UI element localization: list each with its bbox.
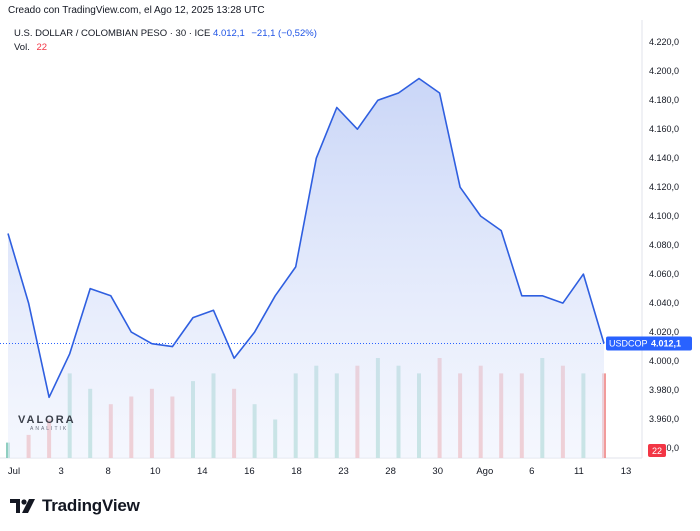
x-tick-label: 28 bbox=[385, 466, 396, 477]
valora-watermark: VALORA ANALITIK bbox=[18, 414, 76, 432]
last-price-symbol: USDCOP bbox=[609, 339, 648, 349]
last-value: 4.012,1 bbox=[213, 28, 245, 39]
volume-legend[interactable]: Vol. 22 bbox=[14, 42, 47, 53]
y-tick-label: 4.140,0 bbox=[649, 153, 679, 163]
tradingview-logo-icon bbox=[10, 499, 35, 513]
volume-value: 22 bbox=[36, 42, 48, 53]
y-tick-label: 3.960,0 bbox=[649, 414, 679, 424]
watermark-text: VALORA bbox=[18, 414, 76, 426]
x-tick-label: Jul bbox=[8, 466, 20, 477]
price-line bbox=[7, 77, 605, 399]
y-tick-label: 4.040,0 bbox=[649, 298, 679, 308]
y-tick-label: 4.160,0 bbox=[649, 124, 679, 134]
x-tick-label: 6 bbox=[529, 466, 534, 477]
x-tick-label: 16 bbox=[244, 466, 255, 477]
x-tick-label: 14 bbox=[197, 466, 208, 477]
volume-tag-value: 22 bbox=[652, 446, 662, 456]
symbol-title: U.S. DOLLAR / COLOMBIAN PESO · 30 · ICE bbox=[14, 28, 211, 39]
x-tick-label: 18 bbox=[291, 466, 302, 477]
x-tick-label: 10 bbox=[150, 466, 161, 477]
x-tick-label: 13 bbox=[621, 466, 632, 477]
x-tick-label: 8 bbox=[106, 466, 111, 477]
tradingview-brand[interactable]: TradingView bbox=[10, 496, 140, 516]
volume-label: Vol. bbox=[14, 42, 30, 53]
y-tick-label: 4.120,0 bbox=[649, 182, 679, 192]
x-tick-label: Ago bbox=[476, 466, 493, 477]
y-tick-label: 3.980,0 bbox=[649, 385, 679, 395]
x-tick-label: 30 bbox=[432, 466, 443, 477]
price-area bbox=[8, 78, 604, 458]
brand-text: TradingView bbox=[42, 496, 140, 515]
price-change: −21,1 (−0,52%) bbox=[251, 28, 317, 39]
y-tick-label: 4.000,0 bbox=[649, 356, 679, 366]
last-price-tag: USDCOP 4.012,1 bbox=[606, 336, 692, 351]
y-tick-label: 4.080,0 bbox=[649, 240, 679, 250]
y-tick-label: 4.100,0 bbox=[649, 211, 679, 221]
x-tick-label: 11 bbox=[574, 466, 584, 477]
created-caption: Creado con TradingView.com, el Ago 12, 2… bbox=[8, 5, 265, 16]
y-tick-label: 4.220,0 bbox=[649, 37, 679, 47]
y-tick-label: 4.020,0 bbox=[649, 327, 679, 337]
watermark-subtext: ANALITIK bbox=[30, 426, 69, 432]
price-axis-ticks: 4.220,0 4.200,0 4.180,0 4.160,0 4.140,0 4.120… bbox=[649, 37, 679, 453]
y-tick-label: 4.060,0 bbox=[649, 269, 679, 279]
x-tick-label: 3 bbox=[58, 466, 63, 477]
y-tick-label: 4.200,0 bbox=[649, 66, 679, 76]
volume-tag: 22 bbox=[648, 444, 666, 457]
last-price-value: 4.012,1 bbox=[651, 339, 681, 349]
y-tick-label: 4.180,0 bbox=[649, 95, 679, 105]
symbol-legend[interactable]: U.S. DOLLAR / COLOMBIAN PESO · 30 · ICE … bbox=[14, 28, 317, 39]
x-tick-label: 23 bbox=[338, 466, 349, 477]
time-axis-ticks: Jul 3 8 10 14 16 18 23 28 30 Ago 6 11 13 bbox=[8, 466, 631, 477]
